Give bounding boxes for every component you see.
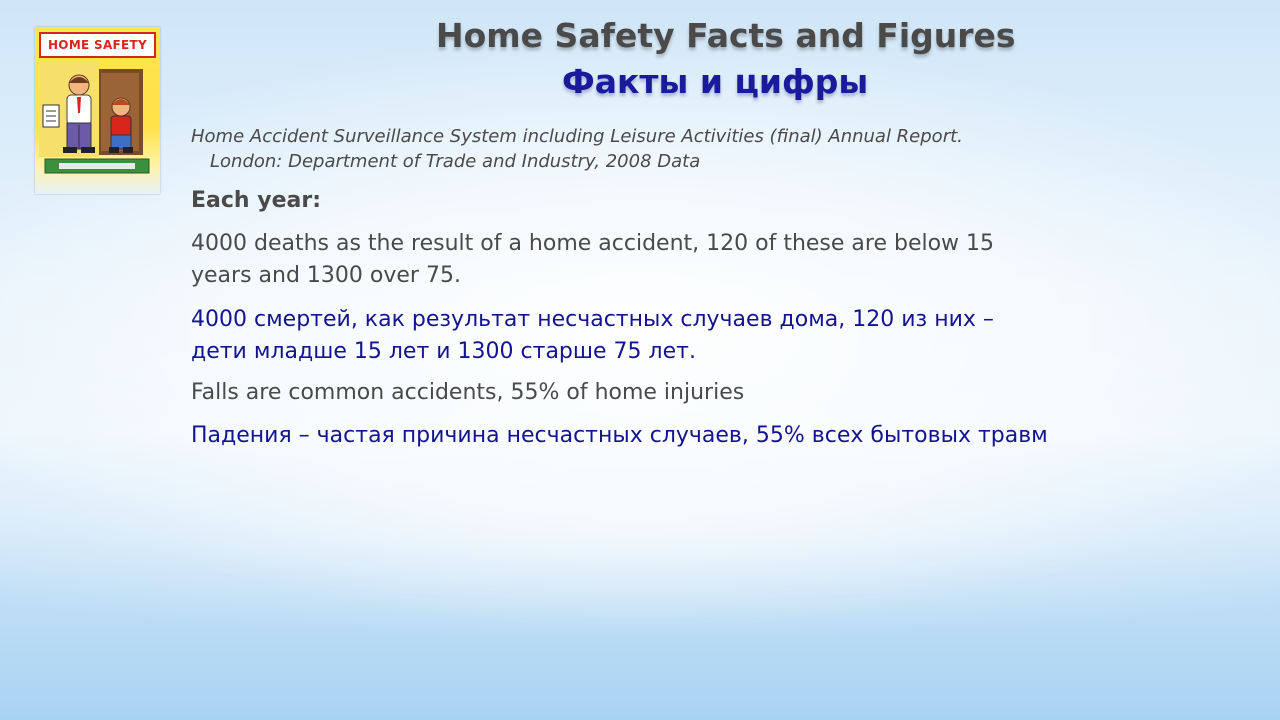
source-citation-line1: Home Accident Surveillance System includ…	[191, 126, 963, 147]
deaths-russian-line1: 4000 смертей, как результат несчастных с…	[191, 307, 994, 332]
slide-title-english: Home Safety Facts and Figures	[436, 16, 1016, 55]
cover-illustration	[39, 61, 150, 174]
deaths-english-line2: years and 1300 over 75.	[191, 263, 461, 288]
deaths-russian-line2: дети младше 15 лет и 1300 старше 75 лет.	[191, 339, 696, 364]
slide-title-russian: Факты и цифры	[562, 62, 869, 101]
source-citation: Home Accident Surveillance System includ…	[191, 124, 963, 174]
cover-title: HOME SAFETY	[39, 32, 156, 58]
deaths-english-line1: 4000 deaths as the result of a home acci…	[191, 231, 995, 256]
falls-english: Falls are common accidents, 55% of home …	[191, 380, 745, 405]
source-citation-line2: London: Department of Trade and Industry…	[210, 151, 701, 172]
falls-russian: Падения – частая причина несчастных случ…	[191, 423, 1048, 448]
book-cover-image: HOME SAFETY	[35, 27, 160, 194]
each-year-heading: Each year:	[191, 188, 321, 213]
